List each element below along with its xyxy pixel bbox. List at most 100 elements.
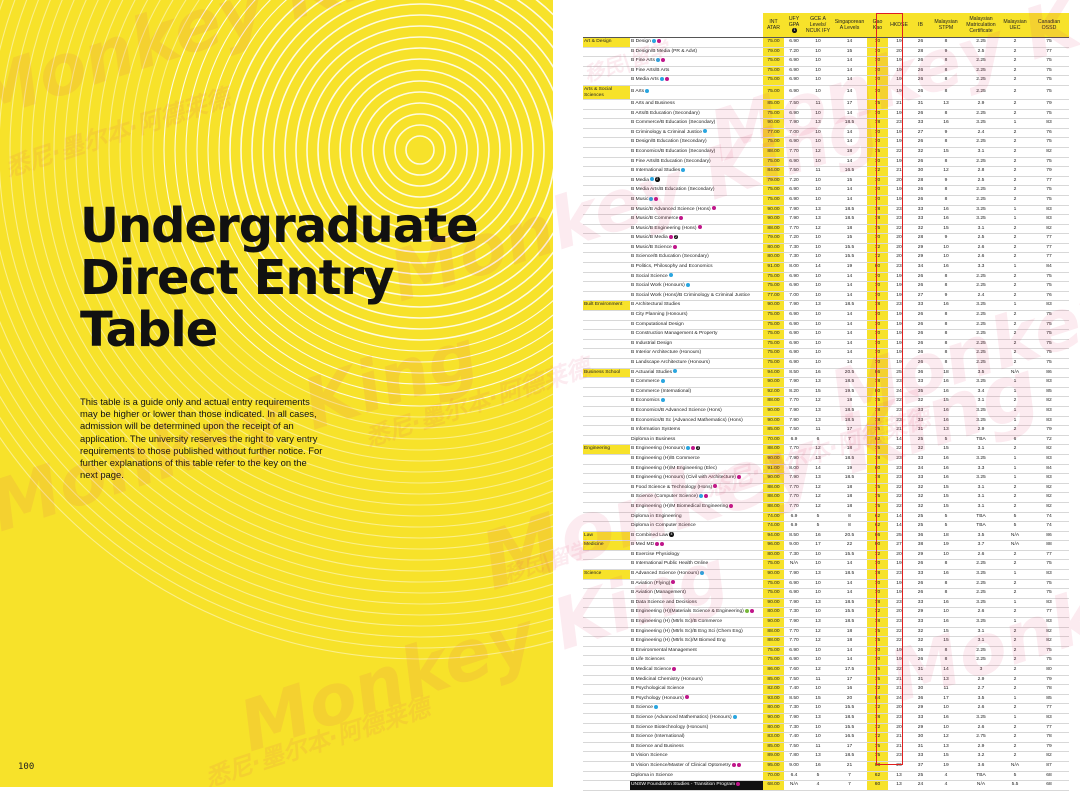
score-cell: 14 (931, 665, 961, 676)
score-cell: 9 (931, 128, 961, 139)
score-cell: 15.5 (832, 723, 867, 734)
score-cell: 20 (888, 176, 910, 187)
table-row: Law B Combined Law 4 94.00 8.50 16 20.5 86 25 36 1… (583, 530, 1069, 542)
score-cell: 3.6 (961, 761, 1001, 772)
score-cell: 14 (832, 320, 867, 331)
score-cell: 88.00 (763, 444, 784, 455)
score-cell: 84.00 (763, 166, 784, 177)
score-cell: 10 (804, 176, 832, 187)
score-cell: 8 (931, 37, 961, 48)
course-name: B Design (631, 39, 651, 44)
score-cell: 15.5 (832, 243, 867, 254)
score-cell: 2 (1001, 176, 1029, 187)
score-cell: 70 (867, 281, 888, 292)
score-cell: 31 (910, 665, 931, 676)
score-cell: 10 (931, 243, 961, 254)
score-cell: 2.6 (961, 723, 1001, 734)
course-column-header (630, 13, 763, 38)
magenta-dot-icon (731, 762, 736, 767)
faculty-cell (583, 416, 630, 427)
score-cell: 19 (888, 348, 910, 359)
score-cell: 8 (931, 195, 961, 206)
score-cell: 29 (910, 723, 931, 734)
course-cell: B Aviation (Management) (630, 588, 763, 599)
score-cell: 75 (867, 444, 888, 455)
column-header-label: INT ATAR (766, 19, 781, 31)
ring-line (328, 58, 512, 242)
score-cell: 75 (867, 99, 888, 110)
score-cell: 2 (1001, 75, 1029, 86)
score-cell: 19 (888, 588, 910, 599)
score-cell: 75 (1029, 320, 1069, 331)
course-name: B Social Work (Honours) (631, 283, 685, 289)
ring-line (229, 0, 553, 341)
magenta-dot-icon (713, 484, 718, 489)
score-cell: 12 (804, 483, 832, 494)
table-row: B Science (Advanced Mathematics) (Honour… (583, 713, 1069, 724)
score-cell: 16 (931, 569, 961, 580)
score-cell: 83 (1029, 205, 1069, 216)
score-cell: 7 (832, 435, 867, 446)
score-cell: 88.00 (763, 147, 784, 158)
score-cell: 2.8 (961, 166, 1001, 177)
score-cell: 8.20 (784, 387, 804, 398)
score-cell: 2.9 (961, 675, 1001, 686)
score-cell: 87 (1029, 761, 1069, 772)
score-cell: 70 (867, 109, 888, 120)
score-cell: 75 (1029, 84, 1069, 100)
score-cell: 1 (1001, 262, 1029, 273)
faculty-cell (583, 339, 630, 350)
score-cell: 72 (867, 723, 888, 734)
ring-line (350, 80, 490, 220)
course-cell: B Psychological Science (630, 684, 763, 695)
table-row: Diploma in Engineering 74.00 6.9 5 8 62 14 25 5 T… (583, 512, 1069, 523)
score-cell: TBA (961, 771, 1001, 782)
score-cell: 8 (931, 157, 961, 168)
score-cell: 83 (1029, 617, 1069, 628)
table-row: B Engineering (H)/M Biomedical Engineeri… (583, 502, 1069, 513)
magenta-dot-icon (656, 38, 661, 43)
score-cell: 31 (910, 425, 931, 436)
score-cell: 78 (867, 300, 888, 312)
magenta-dot-icon (679, 215, 684, 220)
ring-line (0, 0, 553, 572)
score-cell: 80 (867, 464, 888, 475)
score-cell: 7.60 (784, 665, 804, 676)
faculty-cell (583, 166, 630, 177)
score-cell: 23 (888, 617, 910, 628)
score-cell: 78 (867, 377, 888, 388)
score-cell: 5.5 (1001, 780, 1029, 791)
score-cell: 19 (931, 761, 961, 772)
score-cell: 23 (888, 598, 910, 609)
score-cell: 23 (888, 751, 910, 762)
score-cell: 10 (804, 646, 832, 657)
faculty-cell: Built Environment (583, 300, 630, 312)
score-cell: 15 (931, 502, 961, 513)
course-cell: B Media Arts/B Education (Secondary) (630, 185, 763, 196)
score-cell: 3.25 (961, 713, 1001, 724)
course-cell: B Economics/B Education (Secondary) (630, 147, 763, 158)
score-cell: 2.9 (961, 742, 1001, 753)
score-cell: 19 (888, 281, 910, 292)
score-cell: 2 (1001, 56, 1029, 67)
table-row: Science B Advanced Science (Honours) 90.00… (583, 569, 1069, 580)
score-cell: 75.00 (763, 348, 784, 359)
score-cell: 2.5 (961, 47, 1001, 58)
score-cell: N/A (961, 780, 1001, 791)
score-cell: 2.25 (961, 579, 1001, 590)
score-cell: 77 (1029, 607, 1069, 619)
faculty-cell (583, 675, 630, 686)
table-row: Diploma in Computer Science 74.00 6.9 5 8 62 1… (583, 521, 1069, 532)
score-cell: 2 (1001, 742, 1029, 753)
ring-line (0, 416, 553, 649)
score-cell: 2.25 (961, 348, 1001, 359)
score-cell: 75.00 (763, 320, 784, 331)
score-cell: 75 (1029, 272, 1069, 283)
course-name: B Aviation (Management) (631, 590, 686, 596)
score-cell: 18.5 (832, 751, 867, 762)
score-cell: 17 (832, 99, 867, 110)
score-cell: 72 (867, 550, 888, 561)
score-cell: 6.90 (784, 84, 804, 100)
score-cell: 10 (804, 684, 832, 695)
score-cell: 16 (931, 713, 961, 724)
